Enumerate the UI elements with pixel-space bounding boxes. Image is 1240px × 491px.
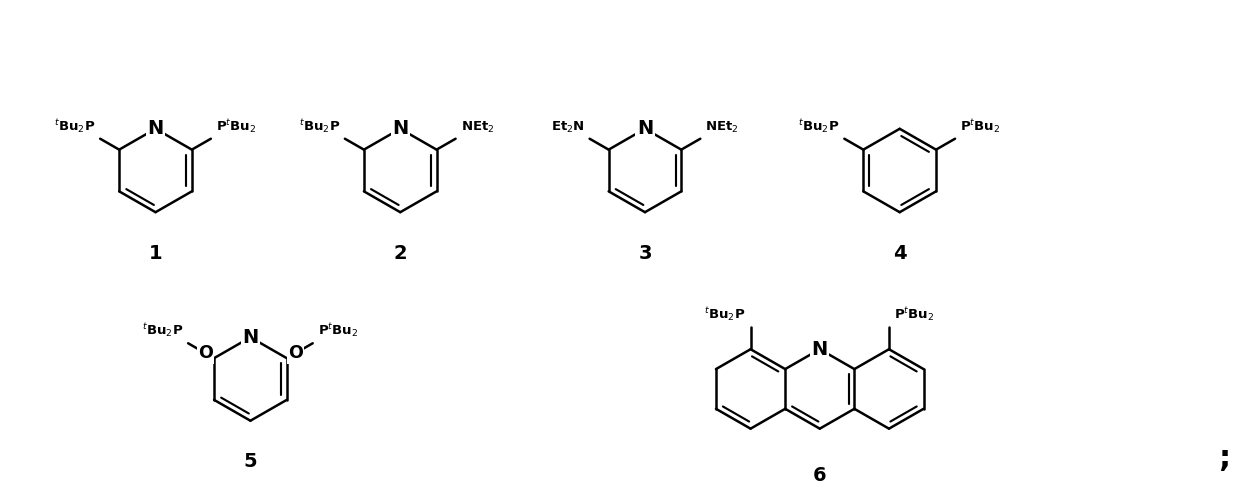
Text: P$^t$Bu$_2$: P$^t$Bu$_2$ <box>960 117 1001 135</box>
Text: P$^t$Bu$_2$: P$^t$Bu$_2$ <box>894 306 935 324</box>
Text: N: N <box>148 119 164 138</box>
Text: N: N <box>812 340 828 359</box>
Text: 2: 2 <box>393 244 407 263</box>
Text: 6: 6 <box>813 466 827 486</box>
Text: 3: 3 <box>639 244 652 263</box>
Text: P$^t$Bu$_2$: P$^t$Bu$_2$ <box>216 117 257 135</box>
Text: Et$_2$N: Et$_2$N <box>551 120 584 135</box>
Text: ;: ; <box>1218 444 1230 473</box>
Text: NEt$_2$: NEt$_2$ <box>706 120 739 135</box>
Text: NEt$_2$: NEt$_2$ <box>460 120 494 135</box>
Text: O: O <box>198 344 213 362</box>
Text: $^t$Bu$_2$P: $^t$Bu$_2$P <box>53 117 95 135</box>
Text: N: N <box>637 119 653 138</box>
Text: N: N <box>392 119 408 138</box>
Text: 1: 1 <box>149 244 162 263</box>
Text: P$^t$Bu$_2$: P$^t$Bu$_2$ <box>317 322 358 339</box>
Text: $^t$Bu$_2$P: $^t$Bu$_2$P <box>799 117 839 135</box>
Text: 4: 4 <box>893 244 906 263</box>
Text: N: N <box>242 328 258 347</box>
Text: $^t$Bu$_2$P: $^t$Bu$_2$P <box>704 306 745 324</box>
Text: O: O <box>288 344 303 362</box>
Text: 5: 5 <box>243 453 257 471</box>
Text: $^t$Bu$_2$P: $^t$Bu$_2$P <box>141 322 184 339</box>
Text: $^t$Bu$_2$P: $^t$Bu$_2$P <box>299 117 340 135</box>
